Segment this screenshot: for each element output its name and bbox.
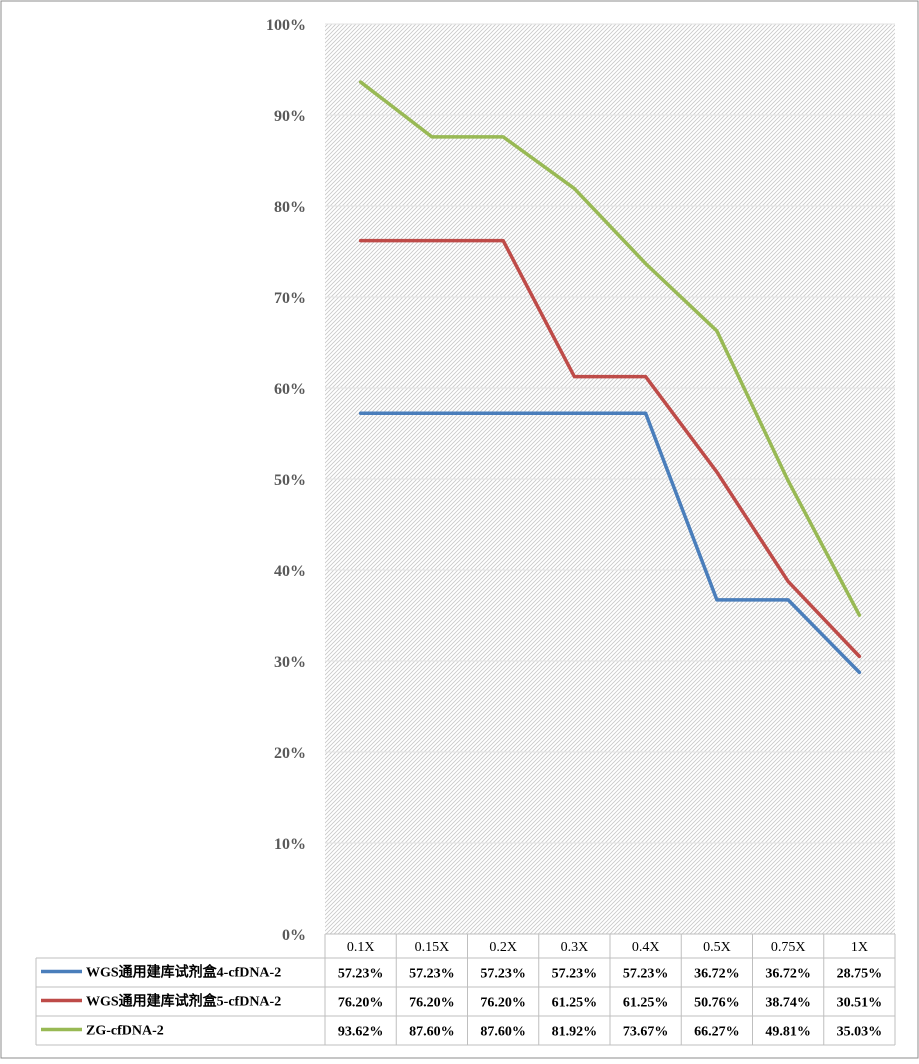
x-category-label: 0.5X xyxy=(703,940,731,955)
y-tick-label: 90% xyxy=(274,108,306,125)
y-tick-label: 60% xyxy=(274,381,306,398)
table-value-cell: 36.72% xyxy=(765,967,811,982)
table-value-cell: 57.23% xyxy=(552,967,598,982)
table-value-cell: 73.67% xyxy=(623,1025,669,1040)
legend-series-name: ZG-cfDNA-2 xyxy=(86,1024,164,1039)
table-value-cell: 61.25% xyxy=(623,996,669,1011)
table-value-cell: 76.20% xyxy=(480,996,526,1011)
table-value-cell: 57.23% xyxy=(480,967,526,982)
table-value-cell: 87.60% xyxy=(409,1025,455,1040)
table-value-cell: 76.20% xyxy=(409,996,455,1011)
y-tick-label: 80% xyxy=(274,199,306,216)
table-value-cell: 81.92% xyxy=(552,1025,598,1040)
x-category-label: 0.2X xyxy=(489,940,517,955)
table-value-cell: 76.20% xyxy=(338,996,384,1011)
y-tick-label: 30% xyxy=(274,654,306,671)
y-tick-label: 0% xyxy=(282,927,306,944)
y-tick-label: 50% xyxy=(274,472,306,489)
table-value-cell: 61.25% xyxy=(552,996,598,1011)
table-value-cell: 87.60% xyxy=(480,1025,526,1040)
table-value-cell: 66.27% xyxy=(694,1025,740,1040)
x-category-label: 0.4X xyxy=(632,940,660,955)
x-category-label: 1X xyxy=(851,940,868,955)
table-value-cell: 30.51% xyxy=(837,996,883,1011)
x-category-label: 0.75X xyxy=(771,940,806,955)
y-tick-label: 40% xyxy=(274,563,306,580)
y-tick-label: 70% xyxy=(274,290,306,307)
legend-series-name: WGS通用建库试剂盒4-cfDNA-2 xyxy=(86,964,281,981)
x-category-label: 0.3X xyxy=(561,940,589,955)
x-category-label: 0.1X xyxy=(347,940,375,955)
table-value-cell: 57.23% xyxy=(338,967,384,982)
table-value-cell: 50.76% xyxy=(694,996,740,1011)
table-value-cell: 57.23% xyxy=(623,967,669,982)
table-value-cell: 28.75% xyxy=(837,967,883,982)
y-tick-label: 100% xyxy=(266,17,306,34)
table-value-cell: 38.74% xyxy=(765,996,811,1011)
table-value-cell: 35.03% xyxy=(837,1025,883,1040)
y-tick-label: 10% xyxy=(274,836,306,853)
table-value-cell: 49.81% xyxy=(765,1025,811,1040)
y-tick-label: 20% xyxy=(274,745,306,762)
table-value-cell: 36.72% xyxy=(694,967,740,982)
legend-series-name: WGS通用建库试剂盒5-cfDNA-2 xyxy=(86,993,281,1010)
table-value-cell: 93.62% xyxy=(338,1025,384,1040)
x-category-label: 0.15X xyxy=(415,940,450,955)
table-value-cell: 57.23% xyxy=(409,967,455,982)
